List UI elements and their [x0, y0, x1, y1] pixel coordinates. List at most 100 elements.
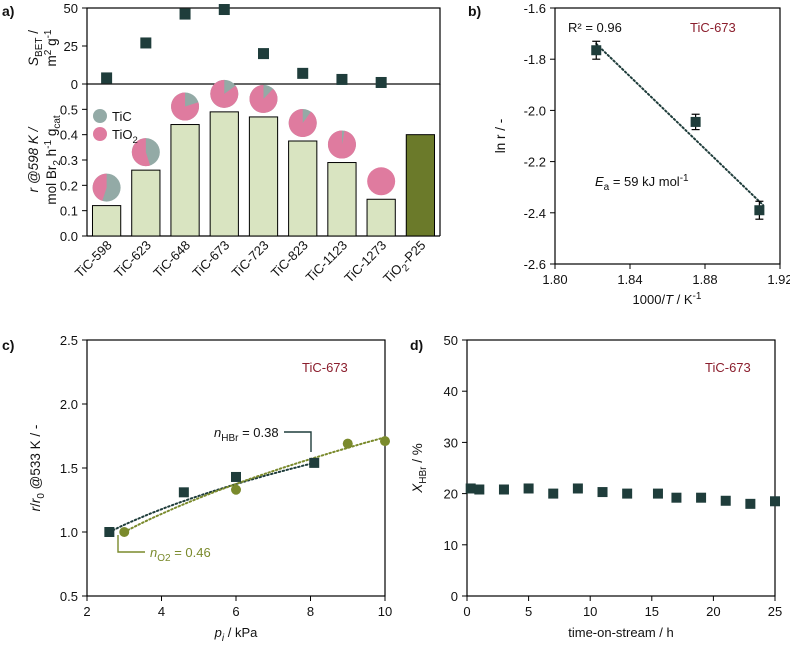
d-ylab-x: X — [410, 483, 425, 494]
b-ytick-label: -2.2 — [524, 155, 546, 170]
c-xlab-p: p — [214, 625, 222, 640]
a-top-unit-g: g — [44, 38, 59, 49]
pie-TiC-623 — [131, 138, 160, 167]
d-ytick-label: 10 — [444, 538, 458, 553]
arrhenius-point-2 — [754, 205, 765, 216]
nhbr-n: n — [214, 425, 221, 440]
b-ytick-label: -1.6 — [524, 1, 546, 16]
panel-d: d) 0 5 10 15 20 25 0 10 20 30 40 50 TiC-673 XHBr / … — [410, 333, 782, 640]
b-xtick-label: 1.92 — [767, 272, 790, 287]
a-bot-ytick-label: 0.2 — [60, 178, 78, 193]
d-ylab-sub: HBr — [418, 466, 429, 484]
rate-bar-TiC-823 — [288, 140, 318, 237]
legend-tic-label: TiC — [112, 109, 132, 124]
panel-b-fit-line — [595, 42, 765, 207]
a-xtick-label-2: TiC-648 — [150, 238, 193, 281]
pie-tio2-slice — [131, 138, 151, 167]
sbet-point-TiC-1123 — [336, 73, 348, 85]
conversion-point-1 — [474, 484, 485, 495]
panel-c-title: TiC-673 — [302, 360, 348, 375]
o2-point-2 — [342, 438, 353, 449]
panel-b-r2: R² = 0.96 — [568, 20, 622, 35]
c-ytick-label: 1.0 — [60, 525, 78, 540]
pie-tio2-slice — [367, 167, 396, 196]
a-xtick-label-3: TiC-673 — [189, 238, 232, 281]
a-xtick-main: TiC-623 — [111, 238, 154, 281]
panel-a-pies — [92, 79, 396, 202]
rate-bar-TiC-673 — [209, 111, 239, 237]
o2-point-1 — [231, 484, 241, 495]
a-bot-ytick-label: 0.3 — [60, 153, 78, 168]
conversion-point-11 — [720, 495, 731, 506]
c-ytick-label: 1.5 — [60, 461, 78, 476]
a-xtick-label-8: TiO2-P25 — [380, 238, 431, 289]
a-bot-ytick-label: 0.1 — [60, 204, 78, 219]
c-ytick-label: 2.0 — [60, 397, 78, 412]
a-top-ylabel-sub: BET — [34, 38, 45, 57]
a-xtick-main: TiC-723 — [229, 238, 272, 281]
panel-c-ticks: 2 4 6 8 10 0.5 1.0 1.5 2.0 2.5 — [60, 333, 392, 619]
a-xtick-main: TiC-598 — [72, 238, 115, 281]
panel-a-bars — [91, 111, 436, 237]
d-xtick-label: 5 — [525, 604, 532, 619]
panel-a-top-ylabel: SBET / — [26, 30, 45, 66]
c-xtick-label: 8 — [307, 604, 314, 619]
a-bot-l2-main: mol Br — [44, 165, 59, 205]
panel-b-letter: b) — [468, 3, 481, 19]
o2-fit-curve — [123, 436, 386, 533]
pie-tio2-slice — [327, 130, 356, 159]
o2-point-0 — [119, 527, 130, 537]
hbr-point-0 — [104, 527, 115, 537]
panel-b-xlabel-pre: 1000/ — [633, 292, 666, 307]
conversion-point-12 — [745, 498, 756, 509]
panel-a-legend: TiC TiO2 — [93, 109, 138, 146]
d-xtick-label: 25 — [768, 604, 782, 619]
a-xtick-label-0: TiC-598 — [72, 238, 115, 281]
panel-b-ea-e: E — [595, 174, 604, 189]
a-xtick-main: TiC-673 — [189, 238, 232, 281]
d-ytick-label: 40 — [444, 384, 458, 399]
panel-b-xlabel-var: T — [665, 292, 674, 307]
panel-d-points — [465, 483, 780, 509]
legend-tio2-marker — [93, 127, 107, 141]
rate-bar-TiC-598 — [91, 205, 122, 237]
panel-b-ea: Ea = 59 kJ mol-1 — [595, 173, 689, 193]
legend-tio2-sub: 2 — [132, 135, 137, 146]
a-bot-l2-h: h — [44, 149, 59, 160]
hbr-point-3 — [309, 457, 320, 468]
rate-bar-TiO2-P25 — [405, 134, 436, 237]
a-bot-l2-sub: 2 — [52, 160, 63, 166]
sbet-point-TiC-648 — [179, 8, 191, 20]
no2-sub: O2 — [157, 553, 171, 564]
sbet-point-TiC-1273 — [375, 76, 387, 88]
o2-point-3 — [380, 436, 390, 447]
sbet-point-TiC-673 — [218, 4, 230, 16]
conversion-point-4 — [548, 488, 559, 499]
a-xtick-main: TiC-648 — [150, 238, 193, 281]
c-ylab-sub: 0 — [36, 493, 47, 499]
pie-tio2-slice — [92, 173, 107, 201]
a-bot-ylabel-text: r @598 K / — [26, 126, 41, 192]
b-ytick-label: -1.8 — [524, 52, 546, 67]
panel-b-title: TiC-673 — [690, 20, 736, 35]
legend-tio2-label: TiO2 — [112, 127, 138, 146]
panel-b-xlabel-post: / K — [673, 292, 693, 307]
rate-bar-TiC-1123 — [327, 162, 357, 237]
c-ytick-label: 0.5 — [60, 589, 78, 604]
panel-b-points — [591, 40, 765, 220]
d-ytick-label: 50 — [444, 333, 458, 348]
panel-d-ylabel: XHBr / % — [410, 443, 429, 494]
d-xtick-label: 0 — [463, 604, 470, 619]
conversion-point-5 — [572, 483, 583, 494]
d-ytick-label: 20 — [444, 487, 458, 502]
a-bot-l2-sub2: cat — [52, 115, 63, 129]
arrhenius-point-0 — [591, 45, 602, 56]
panel-c: c) 2 4 6 8 100.51.01.52.02.5 TiC-673 nHBr = … — [2, 333, 392, 644]
conversion-point-13 — [770, 496, 780, 507]
a-top-ylabel-s: S — [26, 57, 41, 66]
a-xtick-label-1: TiC-623 — [111, 238, 154, 281]
a-top-unit-sup1: 2 — [43, 49, 54, 55]
a-top-ylabel-rest: / — [26, 30, 41, 38]
panel-c-no2: nO2 = 0.46 — [150, 545, 211, 564]
